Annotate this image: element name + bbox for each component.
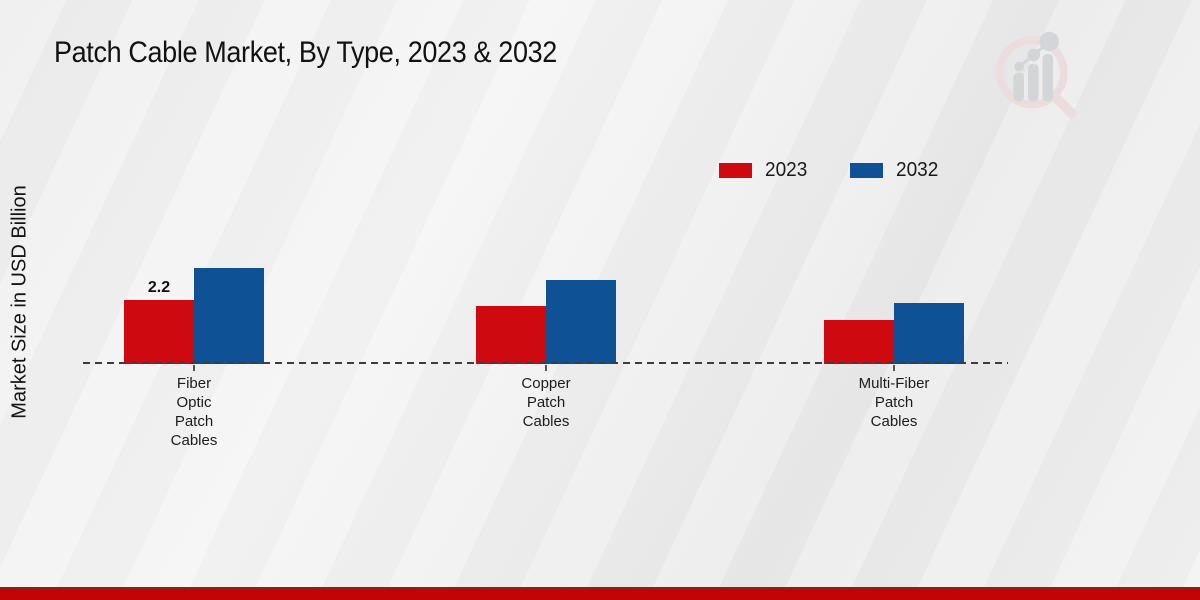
category-label-copper: Copper Patch Cables [521,375,571,430]
x-axis-tick-multi-fiber [893,365,895,371]
bar-2032-multi-fiber [894,303,964,364]
legend-swatch-2023 [719,163,752,178]
x-axis-dashed-line [83,362,1008,364]
footer-red-bar [0,589,1200,600]
bar-2032-copper [546,280,616,364]
data-label-2023-fiber-optic: 2.2 [147,279,171,296]
legend-item-2032: 2032 [849,159,941,182]
bar-2023-fiber-optic [124,300,194,364]
category-label-fiber-optic: Fiber Optic Patch Cables [170,375,218,449]
legend-item-2023: 2023 [719,159,810,182]
legend-label-2023: 2023 [765,159,808,181]
legend-swatch-2032 [849,163,883,178]
footer-divider [0,587,1200,589]
category-label-multi-fiber: Multi-Fiber Patch Cables [858,375,930,430]
legend: 2023 2032 [719,159,940,182]
legend-label-2032: 2032 [895,159,938,181]
chart-title: Patch Cable Market, By Type, 2023 & 2032 [54,36,557,69]
plot-area [124,268,964,364]
bar-2023-multi-fiber [824,320,894,364]
market-research-future-logo-watermark [995,31,1077,119]
bar-2023-copper [476,306,546,364]
x-axis-tick-copper [545,365,547,371]
x-axis-tick-fiber-optic [193,365,195,371]
bar-2032-fiber-optic [194,268,264,364]
